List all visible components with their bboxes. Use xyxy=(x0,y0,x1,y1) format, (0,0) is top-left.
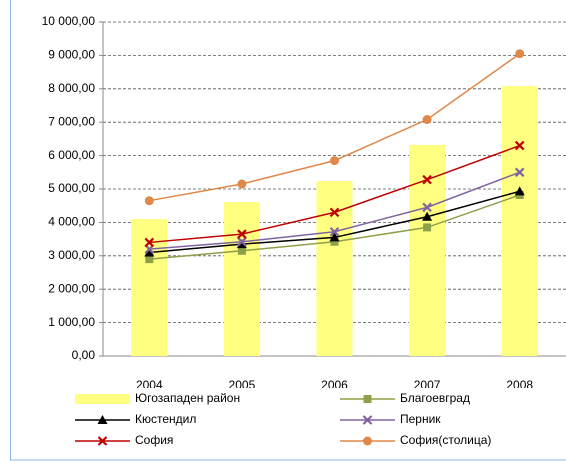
legend-label: Югозападен район xyxy=(135,391,240,405)
marker xyxy=(330,156,339,166)
legend-box xyxy=(58,388,548,456)
legend-label: София xyxy=(135,433,173,447)
marker xyxy=(329,226,340,237)
marker xyxy=(422,115,432,125)
legend-label: Благоевград xyxy=(400,391,470,405)
marker xyxy=(97,415,108,424)
y-tick-label: 1 000,00 xyxy=(48,315,95,329)
marker xyxy=(514,140,525,151)
y-tick-label: 6 000,00 xyxy=(48,148,95,162)
legend-label: Кюстендил xyxy=(135,412,196,426)
y-tick-label: 0,00 xyxy=(72,348,96,362)
marker xyxy=(515,49,525,59)
marker xyxy=(144,196,154,206)
bar xyxy=(316,180,353,356)
y-tick-label: 5 000,00 xyxy=(48,181,95,195)
marker xyxy=(514,186,525,196)
marker xyxy=(144,247,155,257)
y-tick-label: 7 000,00 xyxy=(48,114,95,128)
marker xyxy=(236,239,247,249)
marker xyxy=(363,395,372,403)
marker xyxy=(237,236,247,247)
marker xyxy=(363,436,372,446)
marker xyxy=(144,237,155,248)
marker xyxy=(97,436,108,446)
marker xyxy=(237,229,247,239)
bar xyxy=(131,219,168,356)
y-tick-label: 8 000,00 xyxy=(48,81,95,95)
marker xyxy=(237,246,246,255)
marker xyxy=(514,167,525,178)
y-tick-label: 3 000,00 xyxy=(48,248,95,262)
marker xyxy=(422,174,432,185)
y-tick-label: 4 000,00 xyxy=(48,215,95,229)
legend-label: Перник xyxy=(400,412,441,426)
marker xyxy=(422,202,432,213)
legend: Югозападен район Благоевград Кюстендил Перн… xyxy=(58,388,548,456)
legend-swatch xyxy=(75,394,130,404)
bar xyxy=(409,144,446,356)
marker xyxy=(329,207,340,218)
bar xyxy=(501,86,538,357)
marker xyxy=(237,179,247,189)
y-tick-label: 2 000,00 xyxy=(48,281,95,295)
bar xyxy=(223,202,260,356)
marker xyxy=(362,415,373,425)
marker xyxy=(423,223,432,232)
marker xyxy=(330,237,339,246)
marker xyxy=(145,255,154,264)
marker xyxy=(422,211,433,221)
marker xyxy=(329,232,340,242)
y-tick-label: 10 000,00 xyxy=(42,14,96,28)
legend-label: София(столица) xyxy=(400,433,491,447)
y-tick-label: 9 000,00 xyxy=(48,48,95,62)
